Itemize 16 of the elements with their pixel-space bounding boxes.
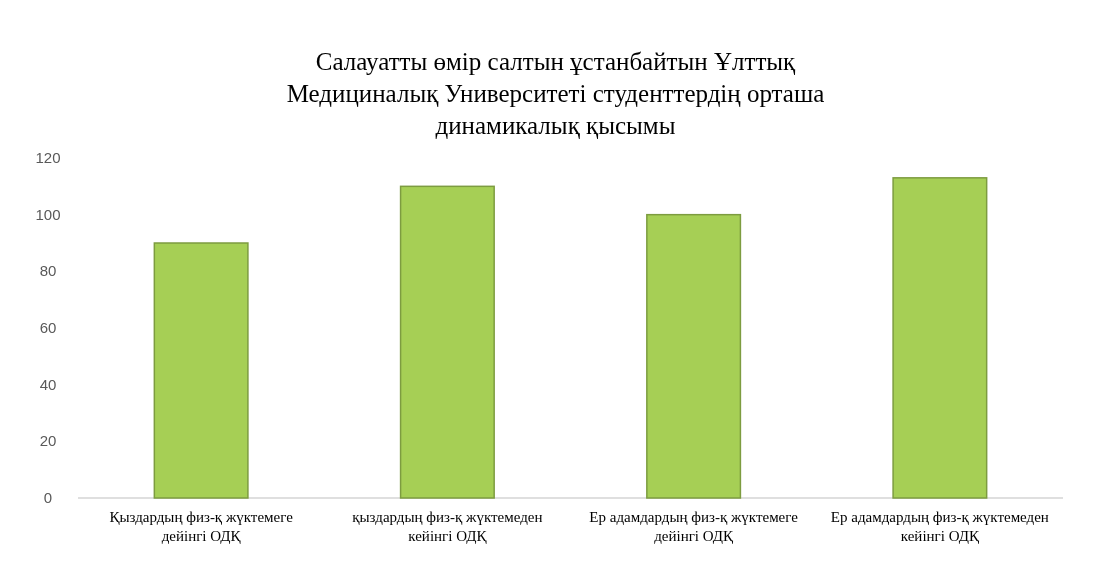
x-tick-label: қыздардың физ-қ жүктемеден кейінгі ОДҚ bbox=[352, 509, 543, 544]
y-tick-label: 20 bbox=[39, 432, 57, 450]
x-tick-label: Ер адамдардың физ-қ жүктемеден кейінгі ОДҚ bbox=[830, 509, 1049, 544]
bar bbox=[892, 177, 988, 499]
x-tick-label: Ер адамдардың физ-қ жүктемеге дейінгі ОДҚ bbox=[589, 509, 799, 544]
x-tick-label: Қыздардың физ-қ жүктемеге дейінгі ОДҚ bbox=[109, 509, 294, 544]
bar bbox=[646, 213, 742, 499]
y-tick-label: 0 bbox=[43, 489, 53, 506]
y-tick-label: 100 bbox=[35, 205, 61, 223]
y-tick-label: 120 bbox=[35, 149, 61, 166]
y-tick-label: 60 bbox=[39, 319, 57, 336]
bar bbox=[153, 242, 249, 499]
y-tick-label: 40 bbox=[39, 375, 57, 393]
y-tick-label: 80 bbox=[39, 262, 57, 280]
bar bbox=[399, 185, 495, 499]
chart-title: Салауатты өмір салтын ұстанбайтын Ұлттық Медициналық Университеті студенттердің орташа динамикалық қысымы bbox=[286, 48, 825, 139]
